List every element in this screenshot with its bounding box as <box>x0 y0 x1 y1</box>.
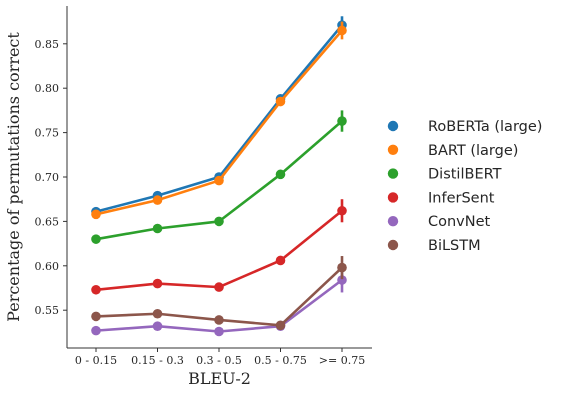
x-axis-title: BLEU-2 <box>188 369 251 388</box>
legend-item: BiLSTM <box>387 238 481 254</box>
data-point <box>214 282 224 292</box>
data-point <box>91 234 101 244</box>
data-point <box>152 321 163 331</box>
x-tick-label: 0.15 - 0.3 <box>131 354 184 367</box>
legend-marker <box>387 120 399 132</box>
series-roberta-large <box>91 16 347 217</box>
data-point <box>337 275 347 285</box>
legend-marker <box>387 168 399 179</box>
series-line <box>95 29 343 216</box>
legend-item: ConvNet <box>387 214 491 230</box>
data-point <box>91 284 101 295</box>
data-point <box>91 311 101 322</box>
legend-item: InferSent <box>387 190 495 206</box>
data-point <box>214 315 224 325</box>
data-point <box>275 320 286 331</box>
series-convnet <box>91 267 347 337</box>
data-point <box>337 25 347 36</box>
x-tick-label: 0 - 0.15 <box>75 354 117 367</box>
data-point <box>91 209 101 220</box>
legend-item: RoBERTa (large) <box>387 119 542 135</box>
data-point <box>152 195 163 205</box>
legend-label: BART (large) <box>428 143 518 159</box>
y-tick-label: 0.85 <box>35 38 60 51</box>
legend-label: ConvNet <box>428 214 491 230</box>
y-tick-label: 0.60 <box>35 260 60 273</box>
y-tick-label: 0.55 <box>35 304 60 317</box>
y-tick-label: 0.80 <box>35 82 60 95</box>
series-bart-large <box>91 21 347 220</box>
data-point <box>275 169 286 180</box>
data-point <box>214 326 224 337</box>
series-distilbert <box>91 110 347 244</box>
y-ticks: 0.55 0.60 0.65 0.70 0.75 0.80 0.85 <box>35 38 67 317</box>
legend-marker <box>387 239 399 251</box>
series-infersent <box>91 199 347 295</box>
y-axis-title: Percentage of permutations correct <box>4 32 23 322</box>
x-tick-label: 0.5 - 0.75 <box>254 354 307 367</box>
data-point <box>337 262 347 273</box>
data-point <box>275 255 286 266</box>
data-point <box>91 325 101 336</box>
data-point <box>152 223 163 234</box>
legend-label: DistilBERT <box>428 167 502 183</box>
data-point <box>337 116 347 126</box>
data-point <box>214 175 224 186</box>
legend-item: BART (large) <box>387 143 518 159</box>
x-tick-label: 0.3 - 0.5 <box>196 354 242 367</box>
y-tick-label: 0.75 <box>35 127 60 140</box>
legend-marker <box>387 192 399 203</box>
data-point <box>275 96 286 107</box>
data-point <box>152 308 163 319</box>
y-tick-label: 0.65 <box>35 215 60 228</box>
x-ticks: 0 - 0.15 0.15 - 0.3 0.3 - 0.5 0.5 - 0.75 >= … <box>75 348 365 367</box>
legend-label: RoBERTa (large) <box>428 119 542 135</box>
data-point <box>152 278 163 289</box>
legend-label: BiLSTM <box>428 238 481 254</box>
series-bilstm <box>91 256 347 331</box>
legend-marker <box>387 144 399 155</box>
plot-area <box>91 16 347 337</box>
data-point <box>337 205 347 216</box>
legend-marker <box>387 216 399 227</box>
y-tick-label: 0.70 <box>35 171 60 184</box>
data-point <box>214 216 224 227</box>
legend-label: InferSent <box>428 190 495 206</box>
legend-item: DistilBERT <box>387 167 502 183</box>
legend: RoBERTa (large) BART (large) DistilBERT Inf… <box>387 119 542 254</box>
x-tick-label: >= 0.75 <box>319 354 365 367</box>
